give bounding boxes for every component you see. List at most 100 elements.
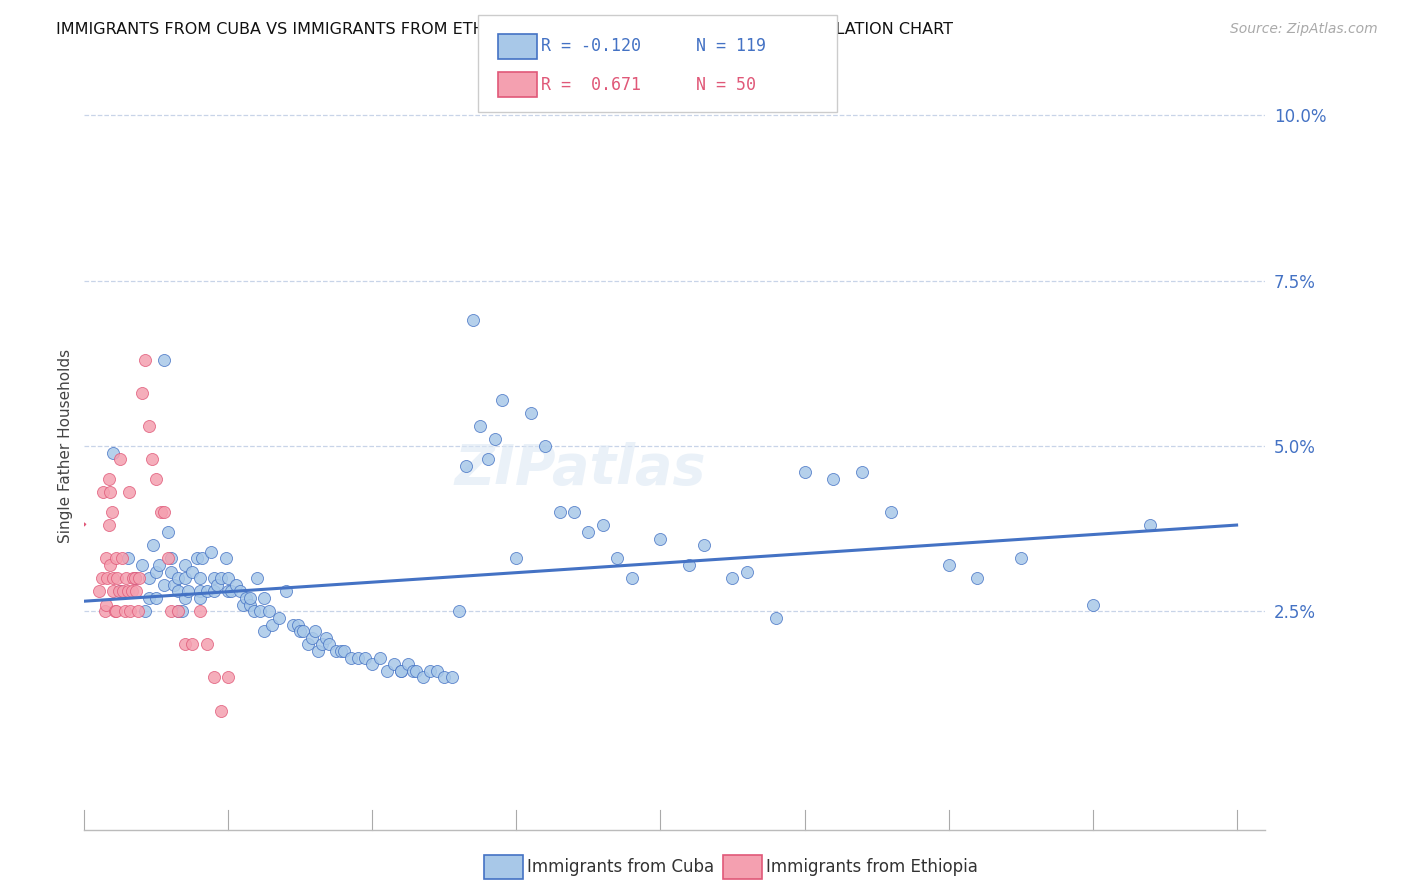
Point: [735, 565, 758, 579]
Point: [104, 604, 127, 618]
Point: [131, 558, 153, 572]
Point: [287, 617, 309, 632]
Point: [138, 591, 160, 606]
Point: [91, 485, 114, 500]
Point: [382, 657, 405, 672]
Point: [141, 452, 163, 467]
Point: [122, 571, 145, 585]
Text: R = -0.120: R = -0.120: [541, 37, 641, 55]
Point: [181, 565, 204, 579]
Point: [650, 532, 672, 546]
Point: [195, 637, 218, 651]
Point: [692, 538, 714, 552]
Point: [217, 571, 239, 585]
Point: [477, 452, 499, 467]
Point: [200, 545, 222, 559]
Point: [235, 591, 257, 606]
Point: [419, 664, 441, 678]
Point: [142, 538, 165, 552]
Point: [100, 505, 122, 519]
Point: [98, 485, 121, 500]
Point: [134, 353, 156, 368]
Point: [562, 505, 585, 519]
Point: [315, 631, 337, 645]
Point: [290, 624, 312, 639]
Point: [217, 670, 239, 684]
Point: [239, 598, 262, 612]
Point: [447, 604, 470, 618]
Point: [188, 584, 211, 599]
Point: [454, 458, 477, 473]
Point: [318, 637, 340, 651]
Point: [301, 631, 323, 645]
Point: [219, 584, 242, 599]
Point: [389, 664, 412, 678]
Point: [880, 505, 903, 519]
Point: [253, 591, 276, 606]
Point: [433, 670, 456, 684]
Point: [101, 445, 124, 459]
Point: [105, 551, 128, 566]
Point: [112, 584, 135, 599]
Point: [167, 571, 190, 585]
Point: [202, 584, 225, 599]
Text: Source: ZipAtlas.com: Source: ZipAtlas.com: [1230, 22, 1378, 37]
Point: [163, 578, 186, 592]
Point: [114, 604, 136, 618]
Point: [389, 664, 412, 678]
Point: [297, 637, 319, 651]
Point: [966, 571, 988, 585]
Point: [124, 571, 146, 585]
Point: [174, 591, 197, 606]
Point: [578, 524, 600, 539]
Point: [87, 584, 110, 599]
Text: IMMIGRANTS FROM CUBA VS IMMIGRANTS FROM ETHIOPIA SINGLE FATHER HOUSEHOLDS CORREL: IMMIGRANTS FROM CUBA VS IMMIGRANTS FROM …: [56, 22, 953, 37]
Point: [188, 571, 211, 585]
Point: [159, 565, 181, 579]
Point: [470, 419, 492, 434]
Point: [347, 650, 370, 665]
Point: [110, 452, 132, 467]
Point: [202, 670, 225, 684]
Point: [94, 551, 117, 566]
Point: [249, 604, 271, 618]
Point: [232, 598, 254, 612]
Point: [148, 558, 170, 572]
Point: [375, 664, 398, 678]
Point: [620, 571, 643, 585]
Point: [138, 419, 160, 434]
Point: [274, 584, 297, 599]
Point: [156, 524, 179, 539]
Point: [202, 571, 225, 585]
Point: [121, 584, 143, 599]
Point: [134, 604, 156, 618]
Point: [396, 657, 419, 672]
Point: [120, 604, 142, 618]
Point: [159, 604, 181, 618]
Point: [156, 551, 179, 566]
Point: [257, 604, 280, 618]
Point: [209, 571, 232, 585]
Point: [118, 485, 141, 500]
Point: [721, 571, 744, 585]
Point: [131, 386, 153, 401]
Point: [225, 578, 247, 592]
Point: [205, 578, 228, 592]
Point: [138, 571, 160, 585]
Point: [440, 670, 463, 684]
Point: [188, 591, 211, 606]
Point: [174, 637, 197, 651]
Point: [405, 664, 427, 678]
Point: [145, 472, 167, 486]
Point: [145, 565, 167, 579]
Point: [111, 551, 134, 566]
Point: [505, 551, 527, 566]
Point: [426, 664, 449, 678]
Point: [115, 571, 138, 585]
Point: [292, 624, 315, 639]
Point: [463, 313, 485, 327]
Point: [117, 584, 139, 599]
Point: [307, 644, 329, 658]
Point: [332, 644, 354, 658]
Point: [125, 584, 148, 599]
